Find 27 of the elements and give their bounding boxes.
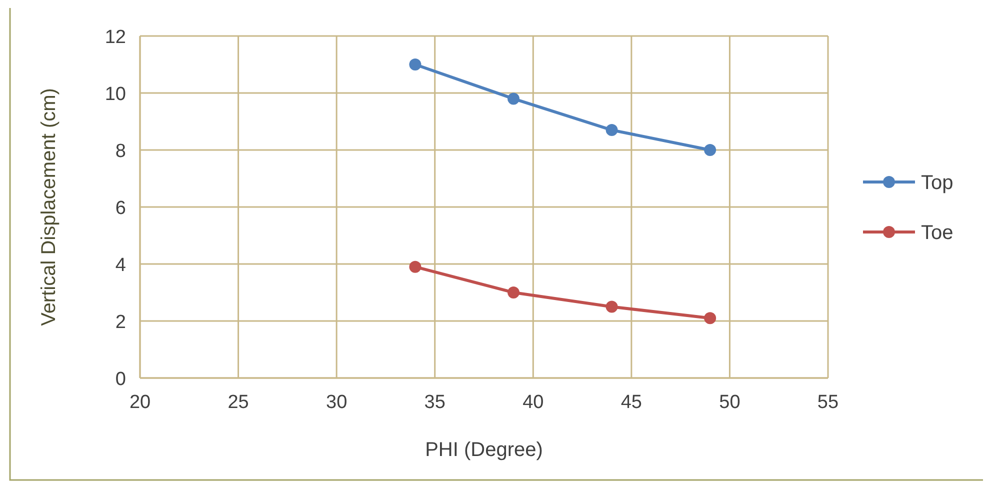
x-tick-label: 40 — [522, 392, 544, 413]
x-tick-label: 50 — [719, 392, 740, 413]
y-tick-label: 10 — [104, 84, 126, 105]
y-tick-label: 8 — [115, 141, 126, 162]
legend-label: Top — [921, 172, 954, 194]
y-tick-label: 2 — [115, 312, 126, 333]
legend-label: Toe — [921, 222, 954, 244]
point — [704, 144, 716, 156]
point — [507, 92, 520, 105]
x-tick-label: 30 — [326, 392, 348, 413]
point — [409, 260, 422, 273]
x-tick-label: 20 — [129, 392, 151, 413]
x-tick-label: 55 — [817, 392, 839, 413]
y-tick-label: 6 — [115, 198, 126, 219]
x-axis-title: PHI (Degree) — [425, 439, 543, 461]
point — [606, 124, 618, 136]
y-tick-label: 0 — [115, 369, 126, 390]
x-tick-label: 35 — [424, 392, 446, 413]
y-axis-title: Vertical Displacement (cm) — [38, 88, 60, 326]
point — [507, 286, 520, 298]
x-tick-label: 25 — [228, 392, 249, 413]
point — [704, 312, 716, 324]
y-tick-label: 4 — [115, 255, 126, 276]
point — [409, 58, 422, 70]
point — [606, 300, 618, 313]
x-tick-label: 45 — [620, 392, 642, 413]
y-tick-label: 12 — [104, 27, 126, 48]
